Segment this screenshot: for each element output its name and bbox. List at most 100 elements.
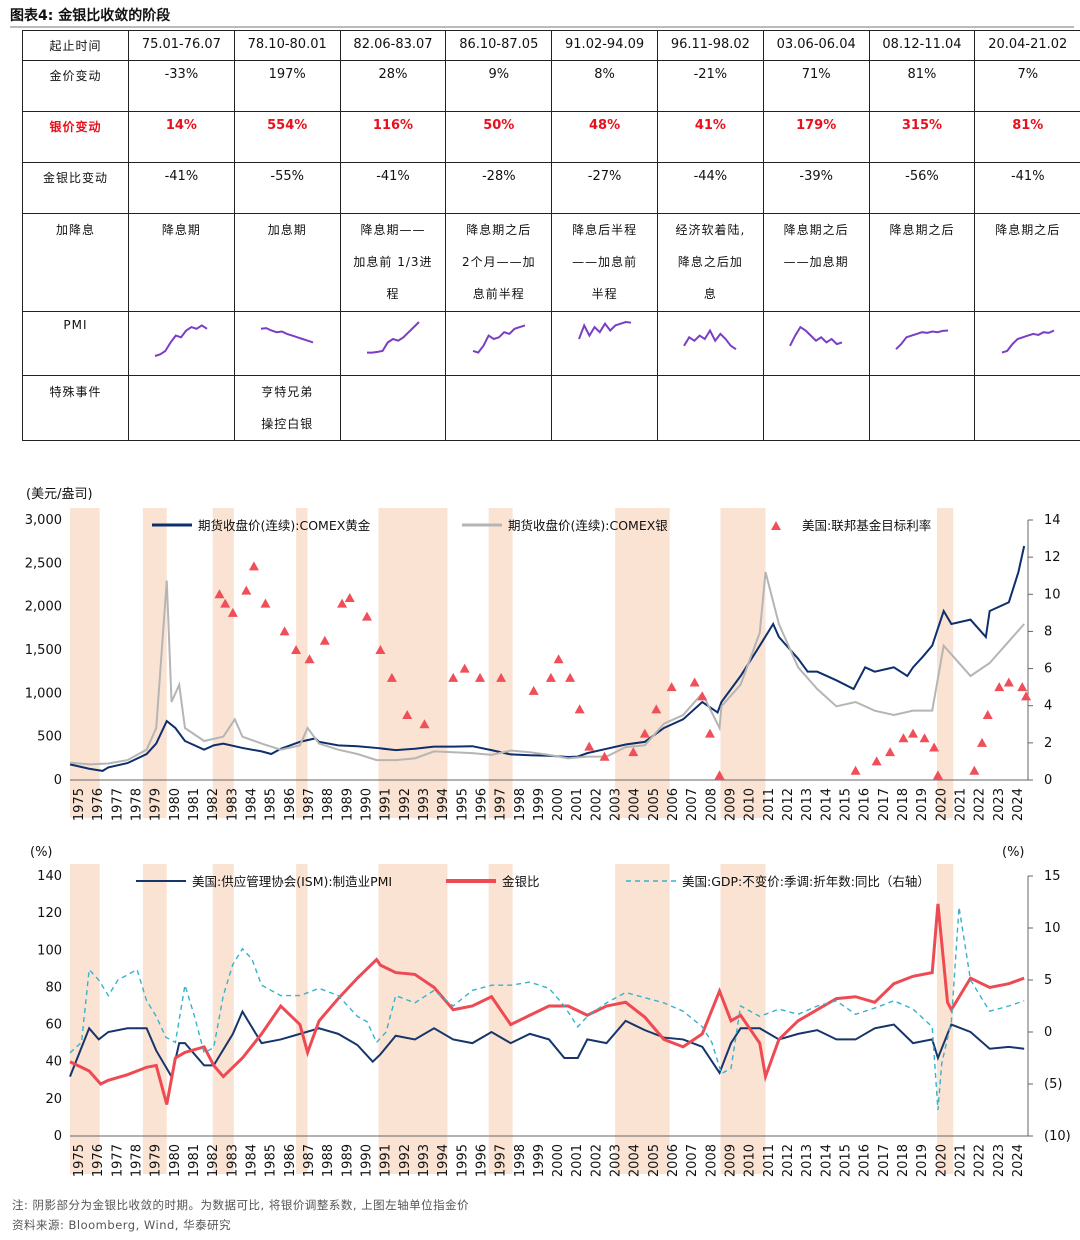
row-label: 特殊事件 — [22, 375, 129, 441]
rate-cycle-line: 降息期—— — [360, 223, 426, 237]
y-tick-label: 80 — [45, 980, 62, 995]
y2-tick-label: (5) — [1044, 1077, 1062, 1092]
fed-rate-point — [969, 765, 980, 775]
series-line-1 — [69, 903, 1025, 1105]
special-event-cell — [868, 375, 976, 441]
special-event-cell — [974, 375, 1080, 441]
fed-rate-point — [599, 751, 610, 761]
ratio-change-cell: -56% — [868, 162, 976, 214]
convergence-shade — [296, 508, 308, 818]
rate-cycle-cell: 降息期之后 2个月——加 息前半程 — [445, 213, 553, 312]
x-tick-label: 1994 — [436, 1144, 451, 1177]
y-tick-label: 0 — [54, 1129, 62, 1144]
x-tick-label: 1987 — [302, 788, 317, 821]
chart2-y2-unit: (%) — [1002, 845, 1025, 860]
x-tick-label: 1990 — [359, 788, 374, 821]
fed-rate-point — [545, 672, 556, 682]
pmi-sparkline-cell — [339, 311, 447, 376]
series-line-1 — [69, 571, 1025, 766]
pmi-sparkline — [683, 328, 737, 351]
convergence-shade — [70, 508, 100, 818]
convergence-shade — [615, 864, 670, 1174]
x-tick-label: 2005 — [647, 1144, 662, 1177]
price-and-ratio-charts: (美元/盎司)05001,0001,5002,0002,5003,0000246… — [25, 487, 1071, 1177]
pmi-sparkline — [261, 327, 314, 344]
x-tick-label: 2016 — [858, 1144, 873, 1177]
convergence-shade — [488, 508, 513, 818]
y2-tick-label: 8 — [1044, 624, 1052, 639]
x-tick-label: 2021 — [953, 788, 968, 821]
fed-rate-point — [982, 710, 993, 719]
row-label: 加降息 — [22, 213, 129, 312]
fed-rate-point — [565, 672, 576, 682]
special-event-cell — [762, 375, 870, 441]
row-period: 起止时间 75.01-76.07 78.10-80.01 82.06-83.07 86.… — [22, 30, 1080, 61]
legend-label: 美国:GDP:不变价:季调:折年数:同比（右轴） — [682, 874, 930, 889]
x-tick-label: 2003 — [609, 788, 624, 821]
x-tick-label: 1996 — [474, 1144, 489, 1177]
silver-change-cell: 81% — [974, 111, 1080, 163]
fed-rate-point — [528, 685, 539, 695]
silver-change-cell: 116% — [339, 111, 447, 163]
pmi-sparkline — [789, 325, 843, 347]
fed-rate-point — [977, 737, 988, 747]
rate-cycle-line: 程 — [386, 287, 400, 301]
y2-tick-label: 0 — [1044, 773, 1052, 788]
x-tick-label: 2007 — [685, 788, 700, 821]
pmi-line — [895, 329, 949, 350]
fed-rate-point — [908, 728, 919, 738]
ratio-change-cell: -28% — [445, 162, 553, 214]
x-tick-label: 2020 — [934, 788, 949, 821]
period-cell: 03.06-06.04 — [762, 30, 870, 61]
row-label: PMI — [22, 311, 129, 376]
rate-cycle-line: 降息期之后 — [466, 223, 532, 237]
fed-rate-point — [386, 672, 397, 682]
x-tick-label: 2003 — [609, 1144, 624, 1177]
x-tick-label: 1981 — [187, 788, 202, 821]
series-line-0 — [69, 1009, 1025, 1080]
legend-label: 金银比 — [502, 874, 540, 889]
legend-label: 美国:供应管理协会(ISM):制造业PMI — [192, 874, 392, 889]
rate-cycle-line: 加息前 1/3进 — [353, 255, 433, 269]
x-tick-label: 1993 — [417, 1144, 432, 1177]
x-tick-label: 2006 — [666, 788, 681, 821]
x-tick-label: 1991 — [379, 1144, 394, 1177]
special-event-cell — [656, 375, 764, 441]
x-tick-label: 1997 — [494, 1144, 509, 1177]
silver-change-cell: 315% — [868, 111, 976, 163]
fed-rate-point — [574, 704, 585, 714]
x-tick-label: 1985 — [264, 788, 279, 821]
silver-change-cell: 179% — [762, 111, 870, 163]
pmi-sparkline — [1001, 329, 1055, 354]
x-tick-label: 2010 — [743, 788, 758, 821]
pmi-sparkline — [155, 324, 208, 357]
special-event-cell: 亨特兄弟 操控白银 — [233, 375, 341, 441]
fed-rate-point — [375, 645, 386, 654]
chart1-y-unit: (美元/盎司) — [26, 487, 93, 502]
x-tick-label: 2019 — [915, 1144, 930, 1177]
legend-label: 美国:联邦基金目标利率 — [802, 518, 931, 533]
pmi-sparkline — [472, 324, 526, 354]
x-tick-label: 2014 — [819, 788, 834, 821]
fed-rate-point — [850, 765, 861, 775]
x-tick-label: 1978 — [130, 1144, 145, 1177]
fed-rate-point — [704, 728, 715, 738]
special-event-cell — [339, 375, 447, 441]
convergence-shade — [378, 508, 448, 818]
gold-change-cell: 9% — [445, 60, 553, 112]
fed-rate-point — [898, 733, 909, 743]
fed-rate-point — [319, 635, 330, 645]
convergence-shade — [296, 864, 308, 1174]
convergence-shade — [142, 864, 167, 1174]
fed-rate-point — [227, 607, 238, 617]
gold-change-cell: 197% — [233, 60, 341, 112]
convergence-shade — [378, 864, 448, 1174]
x-tick-label: 1986 — [283, 1144, 298, 1177]
x-tick-label: 1986 — [283, 788, 298, 821]
fed-rate-point — [871, 756, 882, 766]
y2-tick-label: 10 — [1044, 587, 1061, 602]
x-tick-label: 2009 — [724, 788, 739, 821]
y-tick-label: 40 — [45, 1055, 62, 1070]
rate-cycle-cell: 降息期 — [128, 213, 235, 312]
convergence-shade — [720, 508, 766, 818]
